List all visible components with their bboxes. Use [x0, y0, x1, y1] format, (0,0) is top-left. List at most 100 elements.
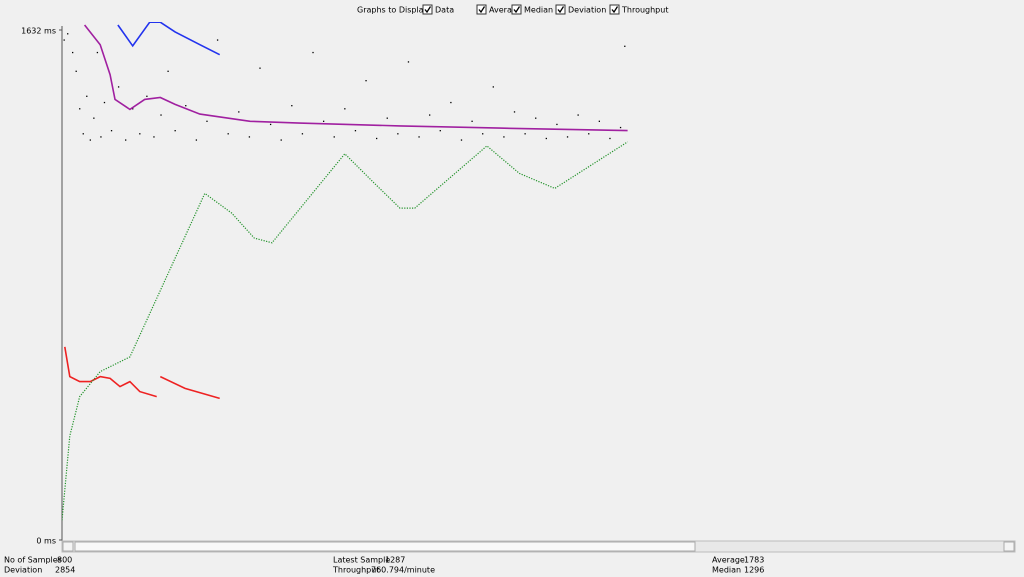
data-point — [407, 61, 410, 63]
data-point — [248, 136, 251, 138]
option-label[interactable]: Average — [489, 6, 522, 15]
y-tick-label: 1632 ms — [21, 27, 56, 36]
data-point — [79, 108, 81, 110]
data-point — [96, 51, 99, 54]
stat-label: Median — [712, 566, 741, 575]
data-point — [386, 117, 388, 119]
data-point — [624, 45, 626, 47]
checkmark[interactable] — [478, 6, 486, 14]
data-point — [146, 95, 148, 97]
header-title: Graphs to Display — [357, 6, 429, 15]
data-point — [86, 95, 88, 97]
data-point — [291, 105, 293, 107]
data-point — [280, 139, 282, 141]
scrollbar[interactable] — [61, 540, 1016, 553]
data-point — [125, 139, 127, 141]
data-point — [556, 123, 558, 126]
stat-label: Deviation — [4, 566, 42, 575]
checkbox[interactable] — [422, 4, 433, 15]
data-point — [82, 133, 84, 135]
data-point — [513, 111, 516, 113]
data-point — [524, 133, 526, 135]
checkmark[interactable] — [611, 6, 619, 14]
data-point — [418, 136, 420, 138]
data-point — [206, 120, 208, 122]
scroll-left[interactable] — [62, 541, 74, 552]
stat-value: 800 — [57, 556, 72, 565]
stat-value: 1287 — [385, 556, 405, 565]
data-point — [167, 70, 169, 72]
data-point — [103, 101, 106, 104]
data-point — [195, 139, 198, 141]
data-point — [301, 133, 304, 135]
scroll-right[interactable] — [1003, 541, 1015, 552]
data-point — [577, 114, 579, 116]
stat-label: Latest Sample — [333, 556, 390, 565]
data-point — [174, 130, 176, 132]
data-point — [429, 114, 431, 116]
data-point — [238, 111, 240, 113]
data-point — [588, 133, 590, 135]
data-point — [333, 136, 335, 138]
checkbox[interactable] — [476, 4, 487, 15]
data-point — [110, 130, 113, 132]
data-point — [227, 133, 229, 135]
series-line — [83, 24, 628, 132]
data-point — [132, 108, 134, 110]
data-point — [72, 51, 74, 54]
plot-area — [62, 22, 628, 521]
data-point — [397, 133, 399, 135]
checkbox[interactable] — [555, 4, 566, 15]
data-point — [269, 123, 272, 126]
series-line — [159, 375, 220, 400]
data-point — [439, 130, 441, 132]
stat-value: 1296 — [744, 566, 764, 575]
option-label[interactable]: Data — [435, 6, 454, 15]
data-point — [354, 130, 357, 132]
stat-value: 2854 — [55, 566, 75, 575]
data-point — [503, 136, 505, 138]
data-point — [259, 67, 261, 69]
data-point — [619, 126, 622, 129]
data-point — [460, 139, 463, 141]
option-label[interactable]: Median — [524, 6, 553, 15]
checkbox[interactable] — [609, 4, 620, 15]
stat-value: 760.794/minute — [371, 566, 435, 575]
data-point — [545, 137, 547, 140]
data-point — [160, 114, 162, 116]
option-label[interactable]: Throughput — [621, 6, 668, 15]
checkbox[interactable] — [511, 4, 522, 15]
stat-label: Throughput — [332, 566, 379, 575]
checkmark[interactable] — [557, 6, 565, 14]
data-point — [100, 136, 102, 138]
stat-label: Average — [712, 556, 745, 565]
data-point — [67, 33, 69, 35]
data-point — [216, 39, 219, 41]
data-point — [492, 86, 494, 88]
data-point — [139, 133, 141, 135]
data-point — [376, 137, 378, 140]
series-line — [64, 346, 157, 398]
data-point — [450, 101, 452, 104]
scroll-thumb[interactable] — [74, 541, 696, 552]
checkmark[interactable] — [424, 6, 432, 14]
data-point — [471, 120, 473, 122]
data-point — [322, 120, 325, 122]
data-point — [609, 137, 611, 140]
data-point — [153, 136, 155, 138]
data-point — [63, 39, 65, 41]
data-point — [312, 51, 314, 54]
series-line — [62, 141, 628, 521]
stat-value: 1783 — [744, 556, 764, 565]
data-point — [89, 139, 91, 141]
data-point — [344, 108, 346, 110]
series-line — [117, 22, 221, 56]
checkmark[interactable] — [513, 6, 521, 14]
data-point — [185, 105, 187, 107]
option-label[interactable]: Deviation — [568, 6, 606, 15]
data-point — [482, 133, 484, 135]
data-point — [365, 80, 367, 82]
data-point — [75, 70, 77, 72]
